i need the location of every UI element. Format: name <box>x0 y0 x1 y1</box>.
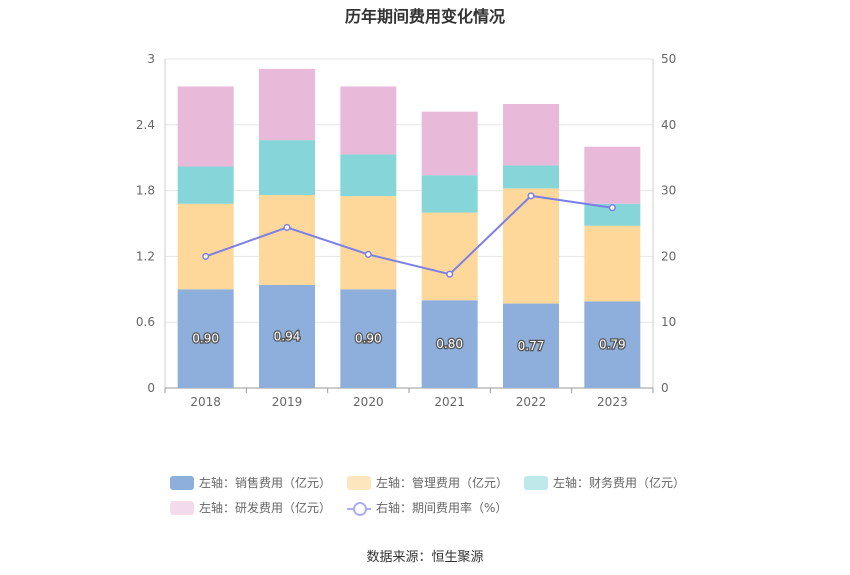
bar-segment <box>584 225 641 302</box>
x-tick-label: 2021 <box>434 395 465 409</box>
bar-segment <box>259 68 315 141</box>
bar-segment <box>177 289 234 388</box>
bar-data-label: 0.90 <box>355 332 382 346</box>
bar-segment <box>259 194 315 285</box>
x-tick-label: 2022 <box>516 395 547 409</box>
bar-data-label: 0.77 <box>518 339 545 353</box>
legend-item-sales[interactable]: 左轴：销售费用（亿元） <box>170 474 331 491</box>
y-left-tick-label: 2.4 <box>136 118 155 132</box>
bar-segment <box>340 86 397 155</box>
y-left-tick-label: 3 <box>147 52 155 66</box>
legend-label-management: 左轴：管理费用（亿元） <box>376 476 509 490</box>
y-right-tick-label: 50 <box>661 52 676 66</box>
x-tick-label: 2019 <box>272 395 303 409</box>
bar-segment <box>503 103 559 166</box>
expense-rate-point <box>283 223 291 231</box>
legend-swatch-finance <box>524 475 549 490</box>
legend-swatch-sales <box>170 475 194 490</box>
y-right-tick-label: 30 <box>661 184 676 198</box>
expense-rate-line <box>205 194 613 276</box>
x-tick-label: 2020 <box>353 395 384 409</box>
bar-segment <box>340 154 397 197</box>
legend-item-finance[interactable]: 左轴：财务费用（亿元） <box>524 474 685 491</box>
bar-segment <box>421 111 478 176</box>
legend-label-expense-rate: 右轴：期间费用率（%） <box>376 501 508 515</box>
bar-segment <box>503 188 559 304</box>
y-right-tick-label: 20 <box>661 249 676 263</box>
bar-segment <box>503 165 559 189</box>
expense-rate-point <box>527 192 535 200</box>
legend-label-finance: 左轴：财务费用（亿元） <box>553 476 686 490</box>
bar-segment <box>503 303 559 388</box>
expense-rate-point <box>446 270 454 278</box>
legend-item-expense-rate[interactable]: 右轴：期间费用率（%） <box>347 499 507 516</box>
legend-item-rnd[interactable]: 左轴：研发费用（亿元） <box>170 499 331 516</box>
bar-segment <box>584 301 641 388</box>
bar-segment <box>584 203 641 226</box>
y-left-tick-label: 1.8 <box>136 184 155 198</box>
expense-rate-point <box>202 252 210 260</box>
y-left-tick-label: 1.2 <box>136 249 155 263</box>
y-left-tick-label: 0 <box>147 381 155 395</box>
y-right-tick-label: 40 <box>661 118 676 132</box>
bar-segment <box>421 300 478 388</box>
bar-segment <box>421 175 478 213</box>
expense-rate-point <box>608 204 616 212</box>
bar-data-label: 0.90 <box>192 332 219 346</box>
bar-segment <box>584 146 641 204</box>
legend-label-sales: 左轴：销售费用（亿元） <box>199 476 332 490</box>
x-tick-label: 2018 <box>190 395 221 409</box>
legend-item-management[interactable]: 左轴：管理费用（亿元） <box>347 474 508 491</box>
legend-swatch-rnd <box>170 500 194 515</box>
y-left-tick-label: 0.6 <box>136 315 155 329</box>
expense-rate-point <box>364 250 372 258</box>
chart-title: 历年期间费用变化情况 <box>344 7 505 26</box>
bar-segment <box>340 289 397 388</box>
legend-swatch-expense-rate <box>347 501 372 516</box>
bar-segment <box>177 86 234 167</box>
bar-segment <box>259 140 315 195</box>
bar-data-label: 0.79 <box>599 338 626 352</box>
bar-segment <box>259 284 315 388</box>
x-tick-label: 2023 <box>597 395 628 409</box>
bar-segment <box>340 196 397 290</box>
y-right-tick-label: 0 <box>661 381 669 395</box>
legend-label-rnd: 左轴：研发费用（亿元） <box>199 501 332 515</box>
bar-segment <box>177 166 234 204</box>
legend-swatch-management <box>347 475 372 490</box>
bar-data-label: 0.94 <box>274 329 301 343</box>
bar-data-label: 0.80 <box>436 337 463 351</box>
legend: 左轴：销售费用（亿元） 左轴：管理费用（亿元） 左轴：财务费用（亿元） 左轴：研… <box>170 470 710 520</box>
y-right-tick-label: 10 <box>661 315 676 329</box>
data-source: 数据来源：恒生聚源 <box>366 550 484 565</box>
bar-segment <box>177 203 234 290</box>
